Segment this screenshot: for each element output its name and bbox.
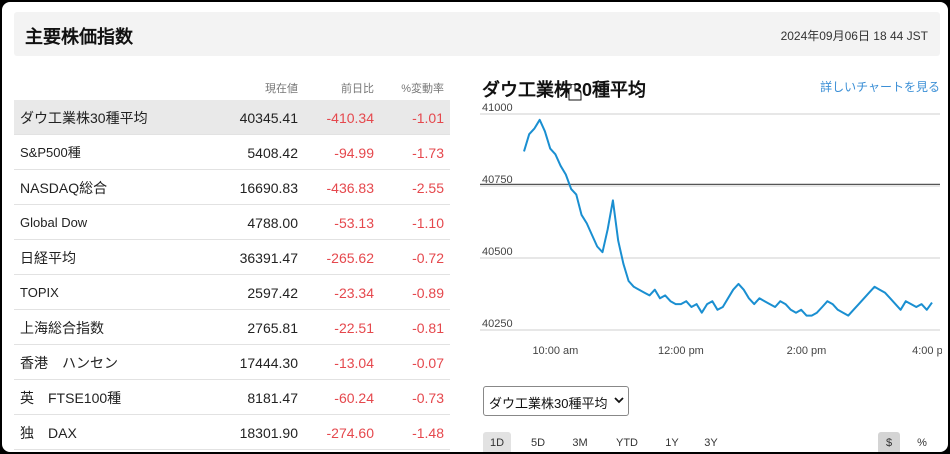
y-tick-label: 40500 — [482, 246, 513, 258]
row-percent: -0.81 — [412, 320, 444, 336]
table-row[interactable]: 英 FTSE100種 8181.47 -60.24 -0.73 — [14, 380, 450, 415]
row-change: -265.62 — [326, 250, 374, 266]
row-name: 独 DAX — [20, 425, 77, 441]
row-price: 36391.47 — [239, 250, 298, 266]
row-change: -53.13 — [334, 215, 374, 231]
timestamp: 2024年09月06日 18 44 JST — [780, 29, 928, 43]
row-name: Global Dow — [20, 215, 88, 230]
hand-cursor-icon — [568, 84, 582, 101]
row-change: -94.99 — [334, 145, 374, 161]
row-name: S&P500種 — [20, 145, 81, 160]
price-chart: 41000 40750 40500 40250 10:00 am 12:00 pm 2:00… — [480, 102, 942, 357]
column-header-price: 現在値 — [265, 83, 298, 95]
table-row[interactable]: TOPIX 2597.42 -23.34 -0.89 — [14, 275, 450, 310]
range-button-ytd[interactable]: YTD — [616, 437, 638, 449]
x-tick-label: 12:00 pm — [658, 345, 704, 357]
table-header: 現在値 前日比 %変動率 — [14, 80, 450, 100]
x-tick-label: 4:00 pm — [912, 345, 942, 357]
table-row[interactable]: 日経平均 36391.47 -265.62 -0.72 — [14, 240, 450, 275]
range-button-1y[interactable]: 1Y — [665, 437, 679, 449]
column-header-percent: %変動率 — [401, 83, 444, 95]
row-price: 2765.81 — [247, 320, 298, 336]
row-percent: -0.73 — [412, 390, 444, 406]
row-price: 18301.90 — [239, 425, 298, 441]
range-button-1d[interactable]: 1D — [483, 432, 511, 452]
row-price: 2597.42 — [247, 285, 298, 301]
panel-title: 主要株価指数 — [25, 27, 133, 47]
table-row[interactable]: ダウ工業株30種平均 40345.41 -410.34 -1.01 — [14, 100, 450, 135]
row-percent: -0.07 — [412, 355, 444, 371]
x-tick-label: 10:00 am — [532, 345, 578, 357]
row-price: 16690.83 — [239, 180, 298, 196]
table-row[interactable]: 上海総合指数 2765.81 -22.51 -0.81 — [14, 310, 450, 345]
row-name: 上海総合指数 — [20, 320, 104, 336]
table-row[interactable]: 香港 ハンセン 17444.30 -13.04 -0.07 — [14, 345, 450, 380]
row-price: 17444.30 — [239, 355, 298, 371]
row-name: 香港 ハンセン — [20, 355, 118, 371]
detailed-chart-link[interactable]: 詳しいチャートを見る — [820, 80, 940, 94]
row-percent: -1.01 — [412, 110, 444, 126]
row-change: -274.60 — [326, 425, 374, 441]
row-percent: -1.73 — [412, 145, 444, 161]
column-header-change: 前日比 — [341, 83, 374, 95]
y-tick-label: 41000 — [482, 102, 513, 114]
unit-button-percent[interactable]: % — [917, 437, 927, 449]
row-change: -22.51 — [334, 320, 374, 336]
row-change: -23.34 — [334, 285, 374, 301]
row-change: -436.83 — [326, 180, 374, 196]
x-tick-label: 2:00 pm — [787, 345, 827, 357]
row-price: 8181.47 — [247, 390, 298, 406]
chevron-down-icon — [614, 397, 624, 404]
row-change: -60.24 — [334, 390, 374, 406]
table-row[interactable]: NASDAQ総合 16690.83 -436.83 -2.55 — [14, 170, 450, 205]
y-tick-label: 40250 — [482, 318, 513, 330]
row-percent: -0.89 — [412, 285, 444, 301]
table-row[interactable]: Global Dow 4788.00 -53.13 -1.10 — [14, 205, 450, 240]
row-price: 4788.00 — [247, 215, 298, 231]
row-percent: -1.10 — [412, 215, 444, 231]
row-name: 日経平均 — [20, 250, 76, 266]
range-button-3y[interactable]: 3Y — [704, 437, 718, 449]
row-price: 40345.41 — [239, 110, 298, 126]
chart-title: ダウ工業株30種平均 — [482, 80, 647, 100]
range-button-3m[interactable]: 3M — [572, 437, 588, 449]
row-name: 英 FTSE100種 — [20, 390, 122, 406]
row-percent: -0.72 — [412, 250, 444, 266]
row-name: NASDAQ総合 — [20, 180, 108, 196]
row-percent: -2.55 — [412, 180, 444, 196]
range-button-5d[interactable]: 5D — [530, 437, 546, 449]
row-change: -410.34 — [326, 110, 374, 126]
index-select-value: ダウ工業株30種平均 — [489, 396, 608, 411]
series-line-dow — [523, 118, 933, 317]
row-name: ダウ工業株30種平均 — [20, 110, 148, 126]
panel-header: 主要株価指数 2024年09月06日 18 44 JST — [14, 12, 940, 56]
row-change: -13.04 — [334, 355, 374, 371]
index-select[interactable]: ダウ工業株30種平均 — [483, 386, 629, 416]
row-price: 5408.42 — [247, 145, 298, 161]
row-name: TOPIX — [20, 285, 59, 300]
table-row[interactable]: 独 DAX 18301.90 -274.60 -1.48 — [14, 415, 450, 450]
row-percent: -1.48 — [412, 425, 444, 441]
unit-button-dollar[interactable]: $ — [878, 432, 900, 452]
table-row[interactable]: S&P500種 5408.42 -94.99 -1.73 — [14, 135, 450, 170]
y-tick-label: 40750 — [482, 174, 513, 186]
